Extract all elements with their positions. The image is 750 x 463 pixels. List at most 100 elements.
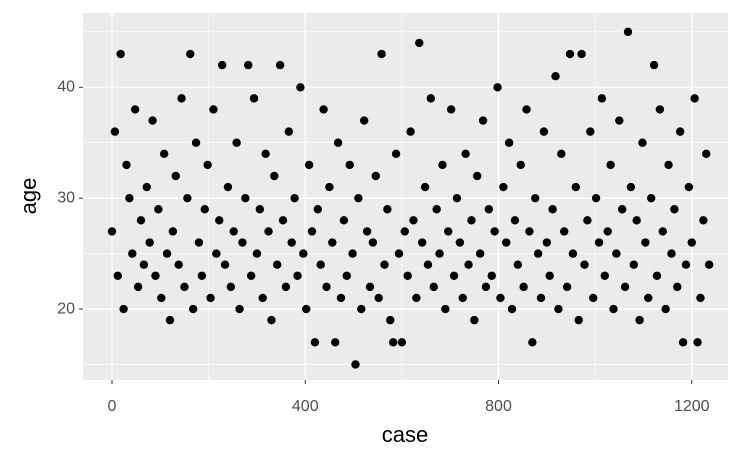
point bbox=[261, 149, 270, 159]
point bbox=[594, 238, 604, 247]
point bbox=[507, 304, 517, 314]
point bbox=[174, 260, 183, 269]
point bbox=[568, 249, 578, 258]
x-tick-label: 0 bbox=[108, 398, 117, 415]
point bbox=[284, 127, 294, 136]
point bbox=[229, 227, 238, 236]
point bbox=[232, 138, 241, 147]
point bbox=[641, 238, 650, 247]
point bbox=[386, 315, 395, 325]
point bbox=[589, 293, 598, 303]
point bbox=[275, 60, 285, 70]
point bbox=[536, 293, 546, 303]
point bbox=[113, 271, 122, 280]
point bbox=[426, 94, 436, 103]
point bbox=[533, 249, 543, 258]
point bbox=[133, 282, 143, 292]
point bbox=[461, 149, 470, 159]
point bbox=[423, 260, 433, 269]
point bbox=[299, 249, 308, 258]
point bbox=[165, 315, 175, 325]
point bbox=[273, 260, 282, 269]
point bbox=[238, 238, 247, 247]
point bbox=[664, 160, 673, 170]
point bbox=[157, 293, 166, 303]
point bbox=[444, 227, 453, 236]
point bbox=[177, 94, 186, 103]
point bbox=[258, 293, 267, 303]
point bbox=[551, 71, 560, 81]
point bbox=[310, 338, 320, 347]
point bbox=[502, 238, 511, 247]
point bbox=[351, 360, 360, 369]
point bbox=[638, 138, 647, 147]
point bbox=[580, 260, 589, 269]
point bbox=[226, 282, 236, 292]
point bbox=[412, 293, 421, 303]
point bbox=[281, 282, 291, 292]
x-tick-label: 800 bbox=[485, 398, 512, 415]
point bbox=[267, 315, 276, 325]
x-tick-label: 1200 bbox=[674, 398, 710, 415]
point bbox=[348, 249, 357, 258]
point bbox=[522, 105, 531, 114]
point bbox=[255, 205, 265, 214]
point bbox=[313, 205, 323, 214]
point bbox=[435, 249, 444, 258]
point bbox=[635, 315, 644, 325]
point bbox=[452, 193, 462, 203]
point bbox=[620, 282, 630, 292]
point bbox=[493, 83, 502, 92]
point bbox=[397, 338, 407, 347]
point bbox=[244, 60, 253, 70]
point bbox=[675, 127, 685, 136]
point bbox=[293, 271, 302, 280]
point bbox=[362, 227, 372, 236]
point bbox=[612, 249, 621, 258]
point bbox=[446, 105, 456, 114]
point bbox=[504, 138, 514, 147]
point bbox=[383, 205, 392, 214]
point bbox=[252, 249, 262, 258]
point bbox=[606, 160, 615, 170]
point bbox=[539, 127, 549, 136]
point bbox=[565, 49, 575, 59]
point bbox=[673, 282, 682, 292]
point bbox=[359, 116, 369, 125]
point bbox=[531, 193, 540, 203]
point bbox=[470, 315, 479, 325]
point bbox=[487, 271, 496, 280]
point bbox=[374, 293, 383, 303]
y-tick-label: 40 bbox=[57, 79, 75, 96]
point bbox=[516, 160, 525, 170]
point bbox=[203, 160, 212, 170]
point bbox=[632, 216, 641, 225]
point bbox=[429, 282, 438, 292]
point bbox=[380, 260, 389, 269]
point bbox=[693, 338, 702, 347]
point bbox=[307, 227, 317, 236]
point bbox=[441, 304, 450, 314]
point bbox=[154, 205, 163, 214]
point bbox=[171, 171, 180, 181]
point bbox=[623, 27, 633, 37]
point bbox=[481, 282, 491, 292]
point bbox=[339, 216, 349, 225]
point bbox=[528, 338, 537, 347]
point bbox=[119, 304, 128, 314]
point bbox=[600, 271, 609, 280]
point bbox=[162, 249, 172, 258]
y-tick-label: 30 bbox=[57, 189, 75, 206]
point bbox=[458, 293, 467, 303]
point bbox=[322, 282, 331, 292]
point bbox=[464, 260, 473, 269]
point bbox=[148, 116, 157, 125]
point bbox=[377, 49, 386, 59]
point bbox=[577, 49, 586, 59]
point bbox=[194, 238, 204, 247]
point bbox=[420, 182, 430, 192]
point bbox=[586, 127, 595, 136]
point bbox=[130, 105, 140, 114]
point bbox=[597, 94, 607, 103]
point bbox=[473, 171, 482, 181]
